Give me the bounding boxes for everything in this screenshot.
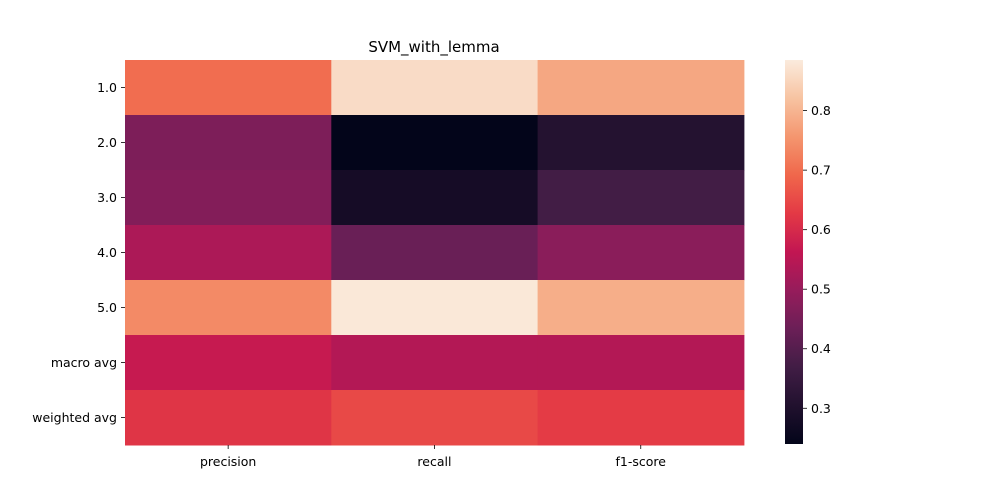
colorbar-tick-label: 0.7 — [811, 163, 831, 178]
colorbar-tick-label: 0.6 — [811, 222, 831, 237]
heatmap-cell — [331, 280, 539, 336]
colorbar-ticks: 0.3 0.4 0.5 0.6 0.7 0.8 — [803, 103, 831, 416]
column-label: precision — [200, 454, 256, 469]
row-label: 5.0 — [97, 300, 117, 315]
heatmap-cell — [125, 225, 332, 281]
row-label: macro avg — [51, 355, 117, 370]
row-label: 2.0 — [97, 135, 117, 150]
heatmap-cell — [125, 115, 332, 171]
heatmap-cell — [537, 60, 745, 116]
row-label: 3.0 — [97, 190, 117, 205]
row-label: 4.0 — [97, 245, 117, 260]
heatmap-cell — [331, 335, 539, 391]
heatmap-cell — [125, 170, 332, 226]
row-label: weighted avg — [32, 410, 117, 425]
heatmap-cell — [537, 115, 745, 171]
heatmap-cells — [125, 60, 745, 446]
heatmap-cell — [537, 280, 745, 336]
heatmap-cell — [331, 60, 539, 116]
row-label: 1.0 — [97, 80, 117, 95]
heatmap-cell — [537, 390, 745, 446]
heatmap-cell — [331, 115, 539, 171]
heatmap-cell — [331, 170, 539, 226]
colorbar — [785, 60, 803, 444]
heatmap-cell — [125, 335, 332, 391]
heatmap-cell — [125, 280, 332, 336]
colorbar-tick-label: 0.5 — [811, 282, 831, 297]
heatmap-cell — [125, 60, 332, 116]
heatmap-cell — [537, 170, 745, 226]
column-label: f1-score — [616, 454, 667, 469]
heatmap-cell — [331, 390, 539, 446]
column-label: recall — [417, 454, 451, 469]
row-labels: 1.0 2.0 3.0 4.0 5.0 macro avg weighted avg — [32, 80, 125, 425]
heatmap-cell — [125, 390, 332, 446]
chart-title: SVM_with_lemma — [368, 38, 499, 57]
colorbar-tick-label: 0.3 — [811, 401, 831, 416]
colorbar-tick-label: 0.4 — [811, 341, 831, 356]
heatmap-cell — [537, 225, 745, 281]
column-labels: precision recall f1-score — [200, 445, 666, 469]
heatmap-cell — [537, 335, 745, 391]
heatmap-cell — [331, 225, 539, 281]
colorbar-tick-label: 0.8 — [811, 103, 831, 118]
